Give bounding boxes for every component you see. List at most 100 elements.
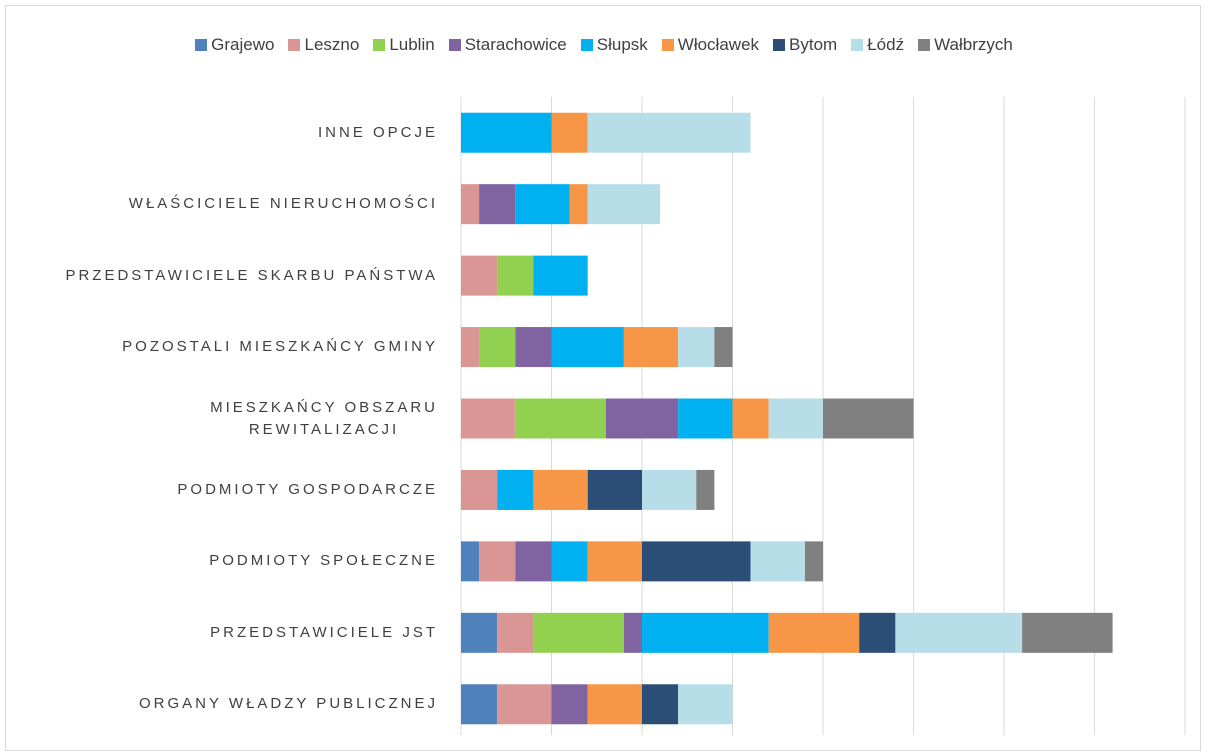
bar-segment xyxy=(623,327,679,368)
bar-segment xyxy=(642,612,769,653)
legend-swatch xyxy=(580,39,593,51)
bar-segment xyxy=(479,327,516,368)
legend-item: Lublin xyxy=(373,35,435,55)
bar-segment xyxy=(804,541,823,582)
bar-segment xyxy=(569,184,588,225)
chart-frame xyxy=(5,5,1201,751)
bar-segment xyxy=(696,469,715,510)
legend: Grajewo Leszno Lublin Starachowice Słupsk Wło… xyxy=(0,35,1208,55)
bar-segment xyxy=(895,612,1023,653)
legend-swatch xyxy=(373,39,386,51)
bar-segment xyxy=(1022,612,1113,653)
legend-item: Słupsk xyxy=(580,35,648,55)
bar-segment xyxy=(823,398,914,439)
bar-segment xyxy=(497,612,534,653)
bar-segment xyxy=(533,612,624,653)
category-label: PODMIOTY GOSPODARCZE xyxy=(0,479,438,501)
legend-label: Leszno xyxy=(304,35,360,54)
category-text: ORGANY WŁADZY PUBLICZNEJ xyxy=(139,695,438,713)
legend-label: Włocławek xyxy=(677,35,760,54)
legend-swatch xyxy=(448,39,461,51)
category-label: PRZEDSTAWICIELE JST xyxy=(0,622,438,644)
category-label: WŁAŚCICIELE NIERUCHOMOŚCI xyxy=(0,193,438,215)
bar-segment xyxy=(714,327,733,368)
bar-segment xyxy=(642,469,697,510)
bar-segment xyxy=(623,612,642,653)
legend-item: Leszno xyxy=(288,35,359,55)
bar-segment xyxy=(859,612,896,653)
bar-segment xyxy=(461,541,480,582)
bar-segment xyxy=(551,541,588,582)
legend-swatch xyxy=(288,39,301,51)
bar-segment xyxy=(642,541,751,582)
bar-segment xyxy=(461,184,480,225)
bar-segment xyxy=(515,398,606,439)
category-text: MIESZKAŃCY OBSZARU REWITALIZACJI xyxy=(210,398,438,438)
bar-segment xyxy=(642,684,679,725)
bar-segment xyxy=(533,469,588,510)
bar-segment xyxy=(497,255,534,296)
category-text: PRZEDSTAWICIELE SKARBU PAŃSTWA xyxy=(65,266,438,284)
bar-segment xyxy=(551,684,588,725)
bar-segment xyxy=(678,684,733,725)
bar-segment xyxy=(461,398,516,439)
category-label: ORGANY WŁADZY PUBLICZNEJ xyxy=(0,693,438,715)
bar-segment xyxy=(461,255,498,296)
bar-segment xyxy=(497,469,534,510)
bar-segment xyxy=(515,327,552,368)
legend-swatch xyxy=(773,39,786,51)
category-text: PODMIOTY SPOŁECZNE xyxy=(209,552,438,570)
bar-segment xyxy=(750,541,805,582)
bar-segment xyxy=(768,398,823,439)
bar-segment xyxy=(587,684,642,725)
category-text: POZOSTALI MIESZKAŃCY GMINY xyxy=(122,338,438,356)
bar-segment xyxy=(479,184,516,225)
legend-item: Grajewo xyxy=(195,35,274,55)
legend-label: Starachowice xyxy=(464,35,567,54)
legend-swatch xyxy=(661,39,674,51)
bar-segment xyxy=(587,184,661,225)
bar-segment xyxy=(461,327,480,368)
bar-segment xyxy=(533,255,588,296)
bar-segment xyxy=(479,541,516,582)
legend-item: Starachowice xyxy=(448,35,567,55)
bar-segment xyxy=(768,612,860,653)
bar-segment xyxy=(515,184,570,225)
legend-label: Wałbrzych xyxy=(934,35,1013,54)
bar-segment xyxy=(461,612,498,653)
legend-label: Słupsk xyxy=(596,35,648,54)
legend-label: Łódź xyxy=(867,35,905,54)
bar-segment xyxy=(551,327,624,368)
legend-item: Bytom xyxy=(773,35,837,55)
bar-segment xyxy=(551,112,588,153)
category-text: PRZEDSTAWICIELE JST xyxy=(210,623,438,641)
category-label: INNE OPCJE xyxy=(0,122,438,144)
bar-segment xyxy=(678,398,733,439)
category-text: INNE OPCJE xyxy=(317,123,438,141)
legend-swatch xyxy=(851,39,864,51)
category-label: POZOSTALI MIESZKAŃCY GMINY xyxy=(0,336,438,358)
legend-item: Łódź xyxy=(851,35,904,55)
bar-segment xyxy=(461,684,498,725)
legend-label: Lublin xyxy=(389,35,435,54)
bar-segment xyxy=(605,398,679,439)
bar-segment xyxy=(678,327,715,368)
legend-swatch xyxy=(918,39,931,51)
bar-segment xyxy=(461,469,498,510)
bar-segment xyxy=(732,398,769,439)
bar-segment xyxy=(461,112,552,153)
legend-swatch xyxy=(195,39,208,51)
legend-item: Włocławek xyxy=(661,35,760,55)
legend-label: Grajewo xyxy=(211,35,275,54)
bar-segment xyxy=(587,469,642,510)
bar-segment xyxy=(497,684,552,725)
category-label: PODMIOTY SPOŁECZNE xyxy=(0,550,438,572)
bar-segment xyxy=(515,541,552,582)
category-label: PRZEDSTAWICIELE SKARBU PAŃSTWA xyxy=(0,265,438,287)
bar-segment xyxy=(587,541,642,582)
legend-label: Bytom xyxy=(789,35,838,54)
category-label: MIESZKAŃCY OBSZARU REWITALIZACJI xyxy=(0,397,438,441)
category-text: WŁAŚCICIELE NIERUCHOMOŚCI xyxy=(128,195,438,213)
